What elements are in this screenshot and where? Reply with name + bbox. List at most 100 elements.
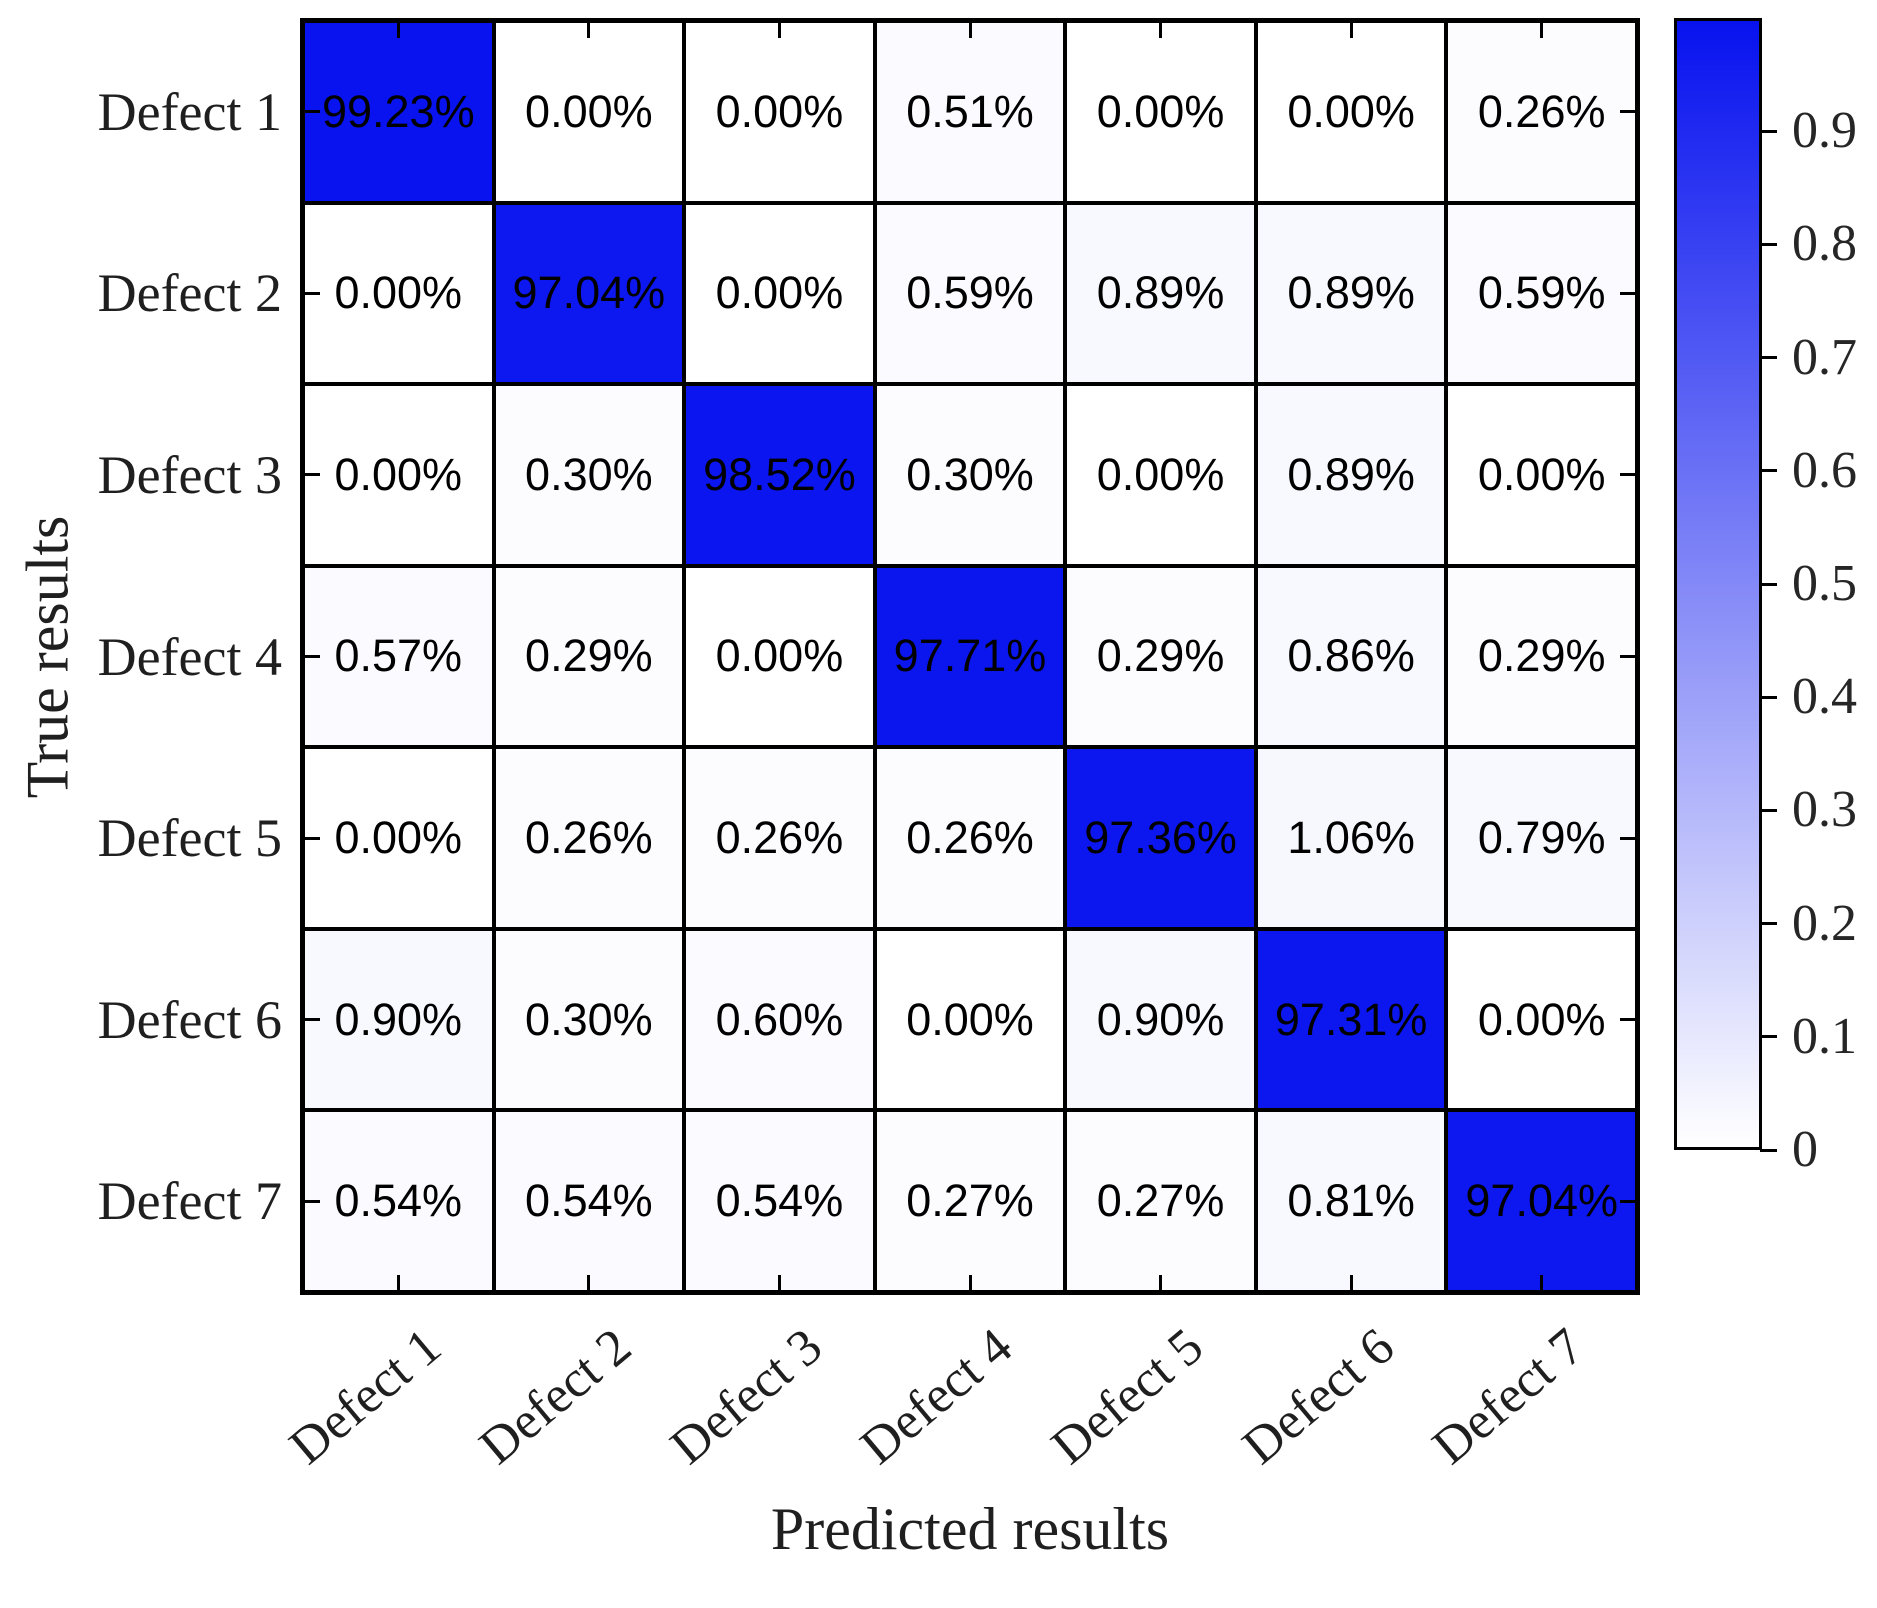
heatmap-grid: 99.23% 0.00% 0.00% 0.51% 0.00% 0.00% 0.26% 0.00…	[300, 18, 1640, 1295]
cell-value: 0.00%	[715, 630, 844, 682]
heatmap-cell: 0.00%	[305, 749, 492, 927]
x-axis-title: Predicted results	[770, 1496, 1170, 1562]
cell-value: 0.30%	[525, 993, 653, 1045]
cell-value: 0.30%	[906, 448, 1034, 500]
axis-tick	[396, 23, 400, 38]
heatmap-cell: 97.36%	[1067, 749, 1254, 927]
cell-value: 0.54%	[715, 1175, 844, 1227]
y-tick-label: Defect 1	[97, 81, 282, 142]
cell-value: 97.04%	[512, 267, 666, 319]
colorbar-tick	[1760, 695, 1777, 699]
cell-value: 0.26%	[906, 812, 1034, 864]
cell-value: 0.29%	[525, 630, 653, 682]
cell-value: 0.30%	[525, 448, 653, 500]
heatmap-cell: 0.00%	[686, 567, 873, 746]
heatmap-cell: 0.54%	[305, 1112, 492, 1290]
y-tick-label: Defect 4	[97, 626, 282, 687]
axis-tick	[1540, 23, 1544, 38]
heatmap-cell: 0.00%	[1067, 386, 1254, 564]
heatmap-cell: 0.00%	[1067, 23, 1254, 201]
cell-value: 97.04%	[1465, 1175, 1619, 1227]
colorbar-tick	[1760, 356, 1777, 360]
cell-value: 97.71%	[893, 630, 1047, 682]
cell-value: 0.00%	[334, 812, 463, 864]
colorbar-tick-label: 0.8	[1792, 215, 1857, 273]
cell-value: 0.00%	[715, 267, 844, 319]
axis-tick	[305, 836, 320, 840]
cell-value: 1.06%	[1287, 812, 1415, 864]
colorbar-tick-label: 0.6	[1792, 441, 1857, 499]
cell-value: 0.00%	[525, 85, 653, 137]
cell-value: 0.00%	[1096, 448, 1225, 500]
cell-value: 0.00%	[1477, 993, 1606, 1045]
cell-value: 99.23%	[321, 85, 475, 137]
axis-tick	[1620, 836, 1635, 840]
heatmap-cell: 0.79%	[1448, 749, 1635, 927]
colorbar-tick	[1760, 808, 1777, 812]
heatmap-cell: 97.04%	[1448, 1112, 1635, 1290]
heatmap-cell: 0.86%	[1257, 567, 1445, 746]
cell-value: 97.36%	[1084, 812, 1237, 864]
heatmap-cell: 0.51%	[876, 23, 1064, 201]
heatmap-cell: 97.04%	[495, 204, 683, 383]
axis-tick	[396, 1275, 400, 1290]
cell-value: 97.31%	[1274, 993, 1428, 1045]
heatmap-cell: 0.00%	[686, 204, 873, 383]
colorbar-tick-label: 0.3	[1792, 781, 1857, 839]
axis-tick	[1620, 1199, 1635, 1203]
x-tick-label: Defect 5	[1041, 1317, 1214, 1476]
cell-value: 0.90%	[1096, 993, 1225, 1045]
colorbar-tick-label: 0.9	[1792, 102, 1857, 160]
heatmap-cell: 0.00%	[1257, 23, 1445, 201]
heatmap-cell: 0.90%	[305, 930, 492, 1109]
cell-value: 0.60%	[715, 993, 844, 1045]
heatmap-cell: 98.52%	[686, 386, 873, 564]
axis-tick	[1620, 473, 1635, 477]
cell-value: 0.89%	[1287, 448, 1415, 500]
cell-value: 0.26%	[715, 812, 844, 864]
colorbar-tick-label: 0.4	[1792, 668, 1857, 726]
x-tick-label: Defect 2	[469, 1317, 643, 1476]
heatmap-cell: 0.89%	[1257, 204, 1445, 383]
colorbar-tick	[1760, 469, 1777, 473]
heatmap-cell: 0.29%	[1067, 567, 1254, 746]
x-tick-label: Defect 6	[1231, 1317, 1405, 1476]
cell-value: 0.89%	[1096, 267, 1225, 319]
axis-tick	[587, 1275, 591, 1290]
heatmap-cell: 0.60%	[686, 930, 873, 1109]
heatmap-cell: 0.29%	[495, 567, 683, 746]
axis-tick	[1159, 1275, 1163, 1290]
heatmap-cell: 0.59%	[1448, 204, 1635, 383]
cell-value: 0.00%	[1287, 85, 1415, 137]
heatmap-cell: 0.30%	[495, 386, 683, 564]
colorbar-tick-label: 0.5	[1792, 555, 1857, 612]
colorbar-tick	[1760, 922, 1777, 926]
axis-tick	[1620, 1018, 1635, 1022]
axis-tick	[305, 1018, 320, 1022]
colorbar-tick-label: 0	[1792, 1121, 1818, 1178]
heatmap-cell: 0.27%	[1067, 1112, 1254, 1290]
colorbar-tick	[1760, 582, 1777, 586]
colorbar-tick	[1760, 1035, 1777, 1039]
cell-value: 0.59%	[906, 267, 1034, 319]
axis-tick	[1349, 23, 1353, 38]
axis-tick	[305, 655, 320, 658]
x-tick-label: Defect 1	[278, 1317, 452, 1476]
colorbar-gradient	[1677, 21, 1759, 1147]
axis-tick	[1620, 110, 1635, 114]
cell-value: 0.54%	[334, 1175, 463, 1227]
cell-value: 0.29%	[1477, 630, 1606, 682]
axis-tick	[1540, 1275, 1544, 1290]
cell-value: 0.86%	[1287, 630, 1415, 682]
axis-tick	[305, 110, 320, 114]
heatmap-cell: 0.27%	[876, 1112, 1064, 1290]
cell-value: 0.59%	[1477, 267, 1606, 319]
heatmap-cell: 0.00%	[686, 23, 873, 201]
heatmap-cell: 0.26%	[1448, 23, 1635, 201]
y-tick-label: Defect 7	[97, 1171, 282, 1232]
cell-value: 0.79%	[1477, 812, 1606, 864]
colorbar-tick-label: 0.2	[1792, 894, 1857, 952]
heatmap-cell: 0.00%	[305, 386, 492, 564]
axis-tick	[1620, 291, 1635, 295]
y-tick-label: Defect 5	[97, 808, 282, 869]
